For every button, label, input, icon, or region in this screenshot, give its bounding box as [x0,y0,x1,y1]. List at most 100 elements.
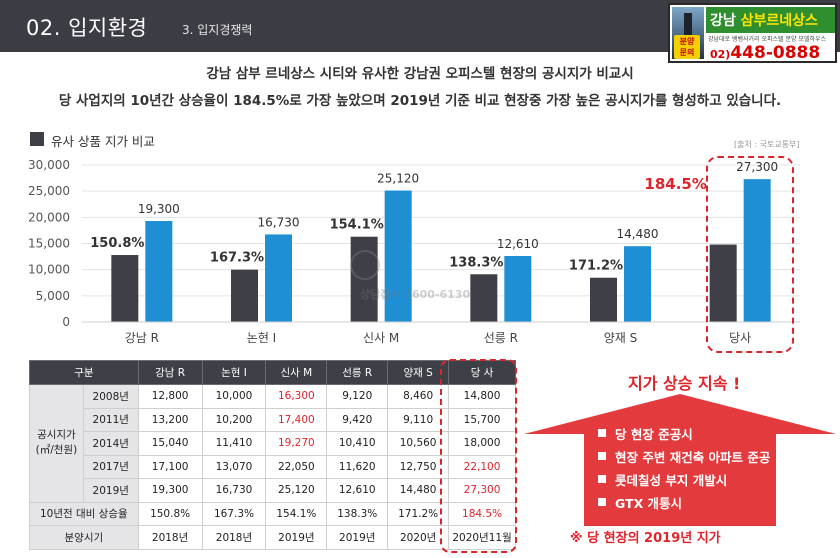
table-row-label: 분양시기 [29,525,139,550]
table-value-cell: 2019년 [265,525,328,550]
table-value-cell: 18,000 [448,431,516,456]
bar-2008 [709,244,737,322]
table-value-cell: 12,750 [387,454,450,479]
table-row: 2014년 15,040 11,410 19,270 10,410 10,560 18,00… [30,431,516,456]
table-row: 2011년 13,200 10,200 17,400 9,420 9,110 15,700 [30,407,516,432]
table-value-cell: 2018년 [201,525,267,550]
x-tick-label: 양재 S [604,331,638,345]
y-tick-label: 20,000 [28,210,70,224]
ad-small-text: 강남대로 뱅뱅사거리 오피스텔 분양 모델하우스 [708,36,827,43]
table-value-cell: 2019년 [326,525,389,550]
table-value-cell: 15,040 [137,431,203,456]
table-value-cell: 10,560 [387,431,450,456]
y-tick-label: 0 [62,315,70,329]
table-value-cell: 17,100 [137,454,203,479]
table-row: 2019년 19,300 16,730 25,120 12,610 14,480 27,30… [30,478,516,503]
y-tick-label: 10,000 [28,263,70,277]
table-year-cell: 2014년 [82,431,139,456]
table-value-cell: 11,410 [201,431,267,456]
table-header-cell: 신사 M [265,360,328,385]
table-value-cell: 12,610 [326,478,389,503]
x-tick-label: 신사 M [363,331,399,345]
bullet-square-icon [598,429,606,437]
watermark-logo-icon [350,250,380,280]
ad-title-highlight: 삼부르네상스 [740,13,818,29]
intro-line-1: 강남 삼부 르네상스 시티와 유사한 강남권 오피스텔 현장의 공시지가 비교시 [206,66,634,82]
table-value-cell: 10,410 [326,431,389,456]
table-value-cell: 27,300 [448,478,516,503]
ad-title-prefix: 강남 [710,13,741,29]
table-row: 분양시기 2018년 2018년 2019년 2019년 2020년 2020년11월 [29,525,516,550]
section-title: 02. 입지환경 [26,16,148,40]
footnote: ※ 당 현장의 2019년 지가 [570,531,721,546]
table-value-cell: 184.5% [448,501,516,526]
bar-2019 [624,246,651,322]
bullet-text: 현장 주변 재건축 아파트 준공 [615,450,771,465]
table-year-cell: 2011년 [82,407,139,432]
table-value-cell: 17,400 [265,407,328,432]
bar-2008 [231,269,258,322]
y-tick-label: 5,000 [36,289,70,303]
table-header-cell: 당 사 [448,360,516,385]
land-price-table: 구분 강남 R 논현 I 신사 M 선릉 R 양재 S 당 사 공시지가 (㎡/… [29,360,516,550]
table-value-cell: 10,000 [201,384,267,409]
table-value-cell: 138.3% [326,501,389,526]
bullet-item: 당 현장 준공시 [598,424,770,447]
table-year-cell: 2017년 [82,454,139,479]
data-label: 14,480 [617,227,659,241]
table-value-cell: 11,620 [326,454,389,479]
table-group-label: 공시지가 (㎡/천원) [29,384,84,503]
table-row: 2017년 17,100 13,070 22,050 11,620 12,750 22,10… [30,454,516,479]
bullet-text: GTX 개통시 [615,496,683,511]
table-year-cell: 2019년 [82,478,139,503]
table-value-cell: 14,800 [448,384,516,409]
table-value-cell: 150.8% [137,501,203,526]
inquiry-badge: 분양 문의 [674,35,700,59]
contact-ad-banner[interactable]: 분양 문의 강남 삼부르네상스 강남대로 뱅뱅사거리 오피스텔 분양 모델하우스… [668,3,837,63]
table-row-label: 10년전 대비 상승율 [29,501,139,526]
table-header-cell: 강남 R [137,360,203,385]
growth-label: 150.8% [90,236,144,251]
table-value-cell: 2018년 [137,525,203,550]
bullet-text: 롯데칠성 부지 개발시 [615,473,728,488]
x-tick-label: 강남 R [125,331,159,345]
x-tick-label: 논현 I [247,331,276,345]
ad-phone[interactable]: 02)448-0888 [710,43,820,63]
table-value-cell: 167.3% [201,501,267,526]
bar-2019 [504,256,532,322]
legend-square-icon [30,132,44,146]
table-value-cell: 16,300 [265,384,328,409]
table-header-cell: 논현 I [201,360,267,385]
bullet-square-icon [598,475,606,483]
bar-2008 [590,277,617,322]
intro-line-2: 당 사업지의 10년간 상승율이 184.5%로 가장 높았으며 2019년 기… [58,93,782,109]
bullet-text: 당 현장 준공시 [615,427,693,442]
table-value-cell: 14,480 [387,478,450,503]
table-value-cell: 19,270 [265,431,328,456]
bullet-list: 당 현장 준공시 현장 주변 재건축 아파트 준공 롯데칠성 부지 개발시 GT… [598,424,770,516]
table-value-cell: 9,420 [326,407,389,432]
table-value-cell: 25,120 [265,478,328,503]
growth-label: 138.3% [449,255,503,270]
bar-chart: 0 5,000 10,000 15,000 20,000 25,000 30,000 19,3… [28,158,800,345]
y-tick-label: 25,000 [28,184,70,198]
table-value-cell: 2020년 [387,525,450,550]
table-header-cell: 구분 [29,360,139,385]
table-value-cell: 12,800 [137,384,203,409]
bar-2008 [470,274,498,322]
table-header-cell: 선릉 R [326,360,389,385]
growth-label: 167.3% [210,251,264,266]
growth-label: 184.5% [644,175,706,193]
ad-phone-number: 448-0888 [730,43,821,63]
table-header-cell: 양재 S [387,360,450,385]
growth-label: 154.1% [330,218,384,233]
ad-title: 강남 삼부르네상스 [710,10,818,30]
table-value-cell: 154.1% [265,501,328,526]
highlight-callout-table [440,359,517,553]
bar-2019 [265,234,292,322]
chart-source: [출처 : 국토교통부] [734,140,800,149]
price-rise-title: 지가 상승 지속 ! [628,374,741,393]
x-tick-label: 선릉 R [484,331,518,345]
section-subtitle: 3. 입지경쟁력 [182,23,253,37]
